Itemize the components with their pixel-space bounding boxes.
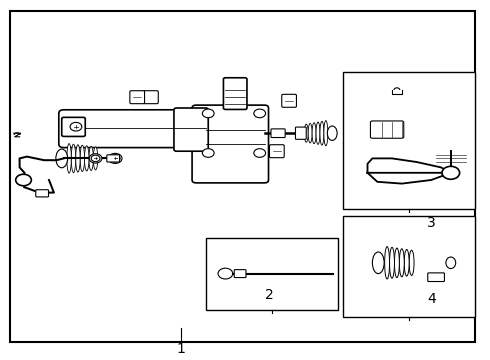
Ellipse shape bbox=[218, 268, 233, 279]
FancyBboxPatch shape bbox=[370, 121, 404, 138]
Ellipse shape bbox=[56, 149, 68, 168]
FancyBboxPatch shape bbox=[107, 155, 120, 162]
Ellipse shape bbox=[312, 123, 316, 144]
FancyBboxPatch shape bbox=[130, 91, 145, 104]
Circle shape bbox=[70, 122, 82, 131]
Ellipse shape bbox=[316, 122, 320, 144]
FancyBboxPatch shape bbox=[223, 78, 247, 109]
Ellipse shape bbox=[89, 154, 102, 163]
Text: 3: 3 bbox=[427, 216, 436, 230]
FancyBboxPatch shape bbox=[270, 145, 284, 158]
Ellipse shape bbox=[80, 145, 85, 171]
Circle shape bbox=[220, 270, 231, 278]
Polygon shape bbox=[368, 158, 451, 173]
Text: 4: 4 bbox=[427, 292, 436, 306]
Ellipse shape bbox=[85, 146, 89, 171]
Circle shape bbox=[16, 174, 31, 186]
Circle shape bbox=[442, 166, 460, 179]
FancyBboxPatch shape bbox=[192, 105, 269, 183]
Circle shape bbox=[254, 109, 266, 118]
Ellipse shape bbox=[390, 247, 394, 278]
Ellipse shape bbox=[446, 257, 456, 269]
Ellipse shape bbox=[385, 247, 390, 279]
Circle shape bbox=[202, 109, 214, 118]
FancyBboxPatch shape bbox=[428, 273, 444, 282]
Ellipse shape bbox=[89, 146, 93, 171]
Text: 2: 2 bbox=[265, 288, 274, 302]
Ellipse shape bbox=[320, 121, 324, 145]
Bar bbox=[343, 216, 475, 317]
FancyBboxPatch shape bbox=[271, 129, 285, 138]
Circle shape bbox=[254, 149, 266, 157]
Ellipse shape bbox=[93, 147, 98, 170]
Bar bbox=[206, 238, 338, 310]
FancyBboxPatch shape bbox=[295, 127, 306, 139]
Ellipse shape bbox=[304, 124, 308, 142]
Ellipse shape bbox=[108, 153, 122, 163]
Ellipse shape bbox=[409, 250, 414, 275]
Ellipse shape bbox=[72, 144, 75, 173]
Circle shape bbox=[91, 155, 100, 162]
Circle shape bbox=[202, 149, 214, 157]
Ellipse shape bbox=[324, 121, 328, 146]
FancyBboxPatch shape bbox=[62, 117, 85, 136]
Ellipse shape bbox=[67, 144, 72, 173]
Ellipse shape bbox=[399, 249, 404, 277]
FancyBboxPatch shape bbox=[36, 190, 49, 197]
Ellipse shape bbox=[75, 145, 80, 172]
Ellipse shape bbox=[308, 123, 312, 143]
Ellipse shape bbox=[372, 252, 384, 274]
FancyBboxPatch shape bbox=[234, 270, 246, 278]
Ellipse shape bbox=[394, 248, 399, 278]
Circle shape bbox=[110, 155, 120, 162]
Ellipse shape bbox=[327, 126, 337, 140]
Bar bbox=[343, 72, 475, 209]
Ellipse shape bbox=[404, 249, 409, 276]
Text: 1: 1 bbox=[177, 342, 186, 356]
FancyBboxPatch shape bbox=[143, 91, 158, 104]
FancyBboxPatch shape bbox=[59, 110, 225, 148]
FancyBboxPatch shape bbox=[174, 108, 208, 151]
Polygon shape bbox=[368, 173, 451, 184]
FancyBboxPatch shape bbox=[282, 94, 296, 107]
